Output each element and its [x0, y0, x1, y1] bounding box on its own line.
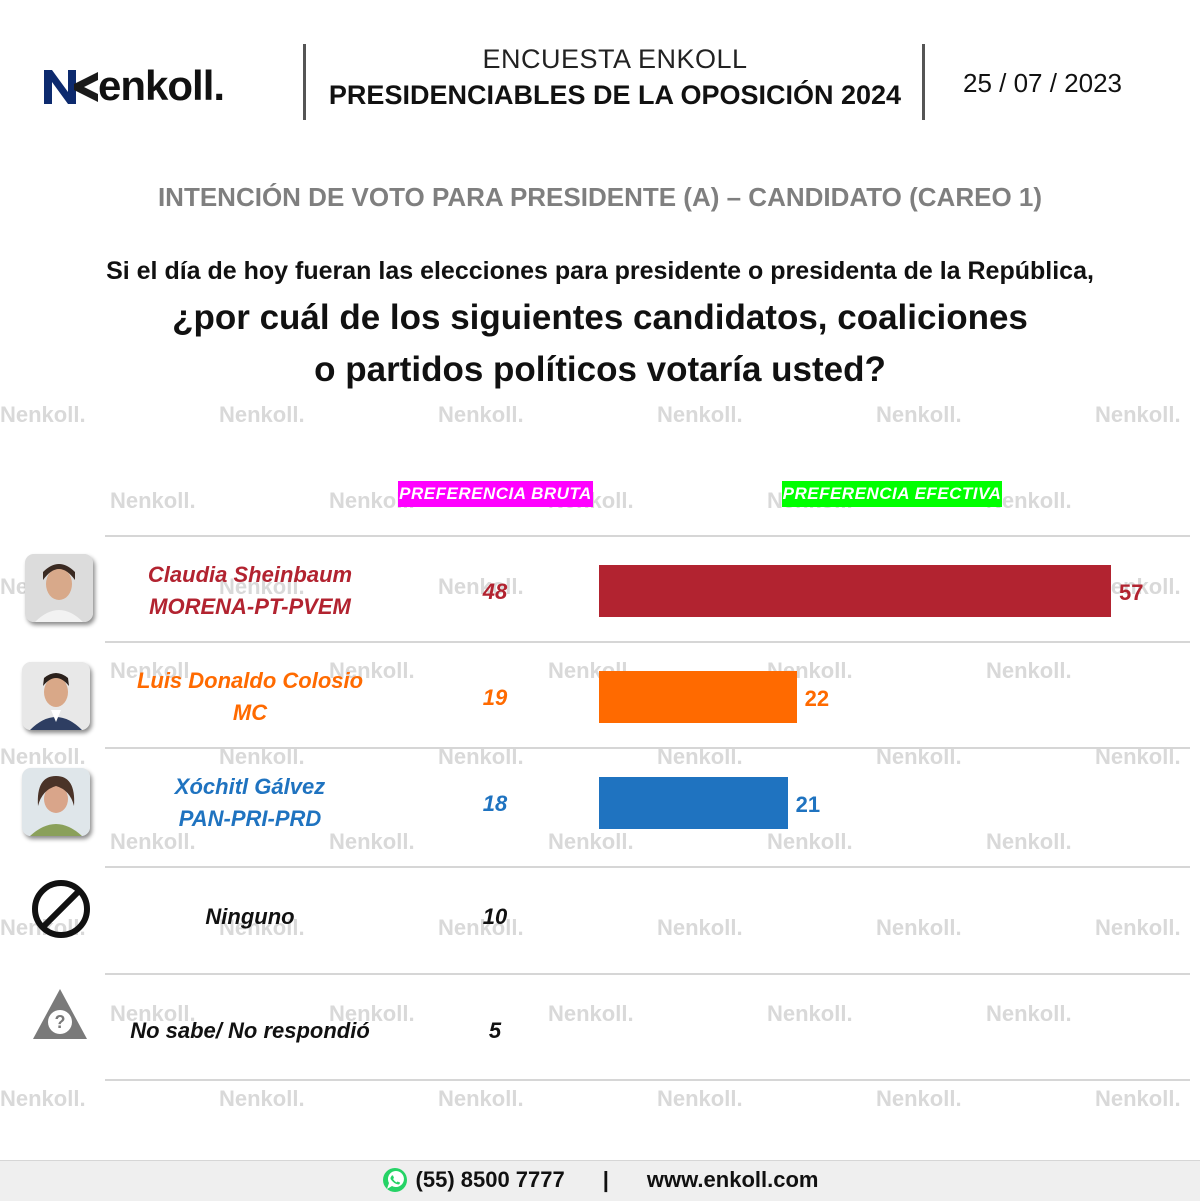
gross-preference-header: PREFERENCIA BRUTA: [398, 481, 593, 507]
enkoll-watermark: Nenkoll.: [219, 574, 305, 599]
enkoll-watermark: Nenkoll.: [329, 658, 415, 683]
question-line-3: o partidos políticos votaría usted?: [314, 350, 886, 389]
enkoll-watermark: Nenkoll.: [110, 829, 196, 854]
row-divider: [105, 1079, 1190, 1081]
enkoll-watermark: Nenkoll.: [657, 915, 743, 940]
footer-phone: (55) 8500 7777: [415, 1167, 565, 1192]
enkoll-watermark: Nenkoll.: [110, 488, 196, 513]
enkoll-watermark: Nenkoll.: [110, 1001, 196, 1026]
chart-title: INTENCIÓN DE VOTO PARA PRESIDENTE (A) – …: [157, 182, 1043, 212]
gross-value: 19: [482, 685, 508, 710]
enkoll-watermark: Nenkoll.: [110, 658, 196, 683]
enkoll-watermark: Nenkoll.: [329, 1001, 415, 1026]
enkoll-watermark: Nenkoll.: [438, 1086, 524, 1111]
enkoll-watermark: Nenkoll.: [1095, 915, 1181, 940]
row-divider: [105, 747, 1190, 749]
enkoll-watermark: Nenkoll.: [329, 829, 415, 854]
gross-value: 10: [482, 904, 508, 929]
gross-value: 48: [482, 579, 508, 604]
effective-bar: [599, 565, 1111, 617]
enkoll-watermark: Nenkoll.: [1095, 1086, 1181, 1111]
effective-value-label: 57: [1119, 580, 1144, 605]
enkoll-watermark: Nenkoll.: [438, 402, 524, 427]
effective-bar: [599, 777, 788, 829]
footer-separator: |: [602, 1167, 609, 1192]
survey-title: ENCUESTA ENKOLL: [482, 44, 748, 74]
candidate-party: MORENA-PT-PVEM: [149, 594, 351, 619]
candidate-photo-colosio: [22, 662, 90, 730]
candidate-party: MC: [232, 700, 268, 725]
footer: (55) 8500 7777 | www.enkoll.com: [0, 1165, 1200, 1195]
candidate-name: Claudia Sheinbaum: [147, 562, 353, 587]
enkoll-watermark: Nenkoll.: [986, 829, 1072, 854]
enkoll-logo: enkoll.: [40, 60, 225, 112]
enkoll-watermark: Nenkoll.: [0, 402, 86, 427]
enkoll-watermark: Nenkoll.: [0, 1086, 86, 1111]
effective-preference-header: PREFERENCIA EFECTIVA: [782, 481, 1002, 507]
svg-text:?: ?: [55, 1012, 66, 1032]
gross-value: 5: [488, 1018, 502, 1043]
enkoll-watermark: Nenkoll.: [657, 1086, 743, 1111]
question-line-1: Si el día de hoy fueran las elecciones p…: [106, 257, 1094, 285]
question-warning-icon: ?: [33, 989, 87, 1039]
option-label-none: Ninguno: [205, 904, 295, 929]
enkoll-logo-mark-icon: [44, 70, 98, 104]
prohibited-icon: [32, 880, 90, 938]
whatsapp-icon: [382, 1168, 407, 1192]
enkoll-watermark: Nenkoll.: [767, 829, 853, 854]
candidate-photo-sheinbaum: [25, 554, 93, 622]
candidate-name: Xóchitl Gálvez: [174, 774, 326, 799]
candidate-party: PAN-PRI-PRD: [178, 806, 322, 831]
survey-date: 25 / 07 / 2023: [962, 68, 1123, 98]
gross-value: 18: [482, 791, 508, 816]
enkoll-watermark: Nenkoll.: [219, 915, 305, 940]
enkoll-watermark: Nenkoll.: [219, 1086, 305, 1111]
row-divider: [105, 535, 1190, 537]
header-divider-left: [303, 44, 306, 120]
enkoll-watermark: Nenkoll.: [548, 829, 634, 854]
enkoll-watermark: Nenkoll.: [986, 1001, 1072, 1026]
enkoll-watermark: Nenkoll.: [219, 402, 305, 427]
enkoll-watermark: Nenkoll.: [657, 402, 743, 427]
effective-bar: [599, 671, 797, 723]
brand-name: enkoll.: [98, 62, 225, 109]
enkoll-watermark: Nenkoll.: [986, 658, 1072, 683]
enkoll-watermark: Nenkoll.: [0, 744, 86, 769]
footer-band: [0, 1160, 1200, 1201]
enkoll-watermark: Nenkoll.: [876, 915, 962, 940]
enkoll-watermark: Nenkoll.: [438, 574, 524, 599]
enkoll-watermark: Nenkoll.: [876, 1086, 962, 1111]
candidate-name: Luis Donaldo Colosio: [136, 668, 364, 693]
header-divider-right: [922, 44, 925, 120]
effective-value-label: 22: [804, 686, 830, 711]
option-label-dont-know: No sabe/ No respondió: [130, 1018, 370, 1043]
enkoll-watermark: Nenkoll.: [876, 402, 962, 427]
enkoll-watermark: Nenkoll.: [438, 915, 524, 940]
enkoll-watermark: Nenkoll.: [767, 1001, 853, 1026]
footer-website[interactable]: www.enkoll.com: [646, 1167, 819, 1192]
question-line-2: ¿por cuál de los siguientes candidatos, …: [172, 298, 1028, 337]
row-divider: [105, 641, 1190, 643]
candidate-photo-galvez: [22, 768, 90, 836]
effective-value-label: 21: [795, 792, 821, 817]
survey-subtitle: PRESIDENCIABLES DE LA OPOSICIÓN 2024: [328, 80, 902, 110]
row-divider: [105, 973, 1190, 975]
enkoll-watermark: Nenkoll.: [1095, 402, 1181, 427]
row-divider: [105, 866, 1190, 868]
enkoll-watermark: Nenkoll.: [548, 1001, 634, 1026]
